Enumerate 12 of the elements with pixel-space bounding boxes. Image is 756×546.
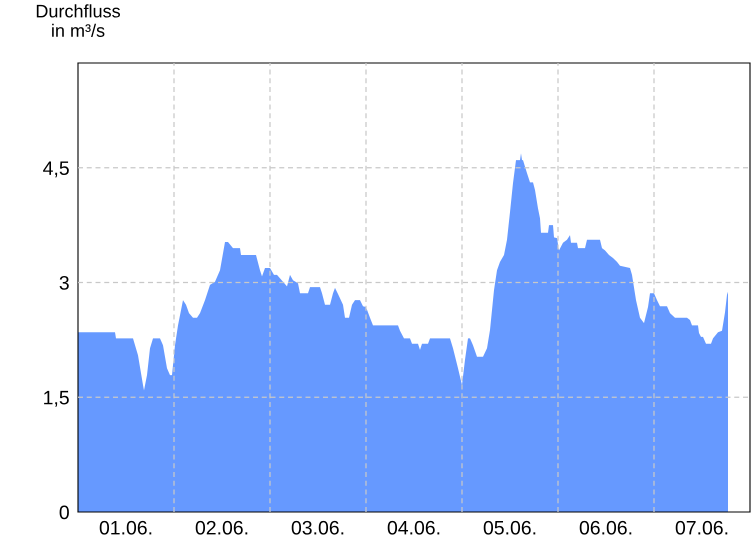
y-tick-label: 4,5 [43,161,69,178]
x-tick-label: 05.06. [484,520,536,535]
y-tick-label: 0 [60,505,69,520]
x-tick-label: 06.06. [580,520,632,535]
x-tick-label: 02.06. [196,520,248,535]
y-axis-title: Durchfluss in m³/s [36,4,120,37]
x-tick-label: 07.06. [676,520,728,535]
x-tick-label: 03.06. [292,520,344,535]
y-tick-label: 3 [60,276,69,290]
x-tick-label: 01.06. [100,520,152,535]
y-tick-label: 1,5 [44,390,69,407]
x-tick-label: 04.06. [388,520,440,535]
